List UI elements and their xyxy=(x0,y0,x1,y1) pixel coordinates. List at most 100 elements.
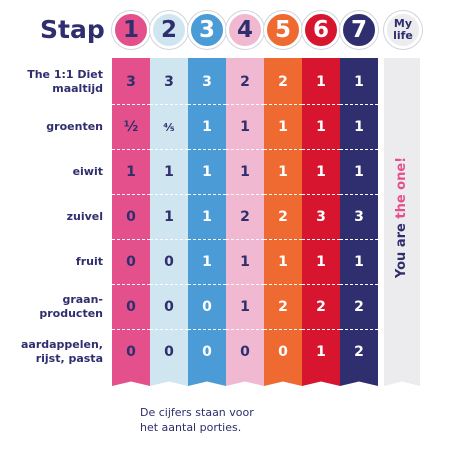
step-column-1 xyxy=(112,58,150,376)
table-cell: 0 xyxy=(202,299,212,315)
step-column-foot-6 xyxy=(302,376,340,386)
page-title: Stap xyxy=(40,15,105,44)
row-divider xyxy=(340,239,378,240)
row-label-line: graan- xyxy=(62,293,103,306)
row-divider xyxy=(264,329,302,330)
step-circle-2: 2 xyxy=(150,11,188,49)
table-cell: ½ xyxy=(123,119,139,135)
table-cell: 0 xyxy=(164,299,174,315)
table-cell: 1 xyxy=(316,119,326,135)
row-divider xyxy=(226,284,264,285)
table-cell: 1 xyxy=(240,164,250,180)
table-cell: 3 xyxy=(202,74,212,90)
row-divider xyxy=(112,149,150,150)
step-column-4 xyxy=(226,58,264,376)
step-column-foot-2 xyxy=(150,376,188,386)
vertical-text-highlight: the one! xyxy=(394,156,410,219)
step-circle-my-life: My life xyxy=(384,11,422,49)
row-divider xyxy=(264,149,302,150)
row-label-line: zuivel xyxy=(66,210,103,223)
step-column-2 xyxy=(150,58,188,376)
row-label-5: graan-producten xyxy=(0,293,103,321)
row-divider xyxy=(150,104,188,105)
row-divider xyxy=(188,239,226,240)
table-cell: 2 xyxy=(354,344,364,360)
row-divider xyxy=(302,104,340,105)
table-cell: 1 xyxy=(278,164,288,180)
table-cell: 1 xyxy=(316,164,326,180)
row-divider xyxy=(340,329,378,330)
table-cell: 2 xyxy=(278,74,288,90)
table-cell: 1 xyxy=(202,119,212,135)
row-divider xyxy=(264,239,302,240)
row-divider xyxy=(150,149,188,150)
row-divider xyxy=(188,149,226,150)
row-label-1: groenten xyxy=(0,120,103,134)
table-cell: 0 xyxy=(126,209,136,225)
row-label-4: fruit xyxy=(0,255,103,269)
table-cell: 3 xyxy=(164,74,174,90)
row-label-line: The 1:1 Diet xyxy=(27,68,103,81)
footnote: De cijfers staan voor het aantal porties… xyxy=(140,405,340,435)
table-cell: 0 xyxy=(164,254,174,270)
table-cell: 2 xyxy=(240,74,250,90)
my-life-line-1: My xyxy=(393,17,413,30)
row-label-2: eiwit xyxy=(0,165,103,179)
row-label-line: aardappelen, xyxy=(20,338,103,351)
table-cell: ⁴⁄₅ xyxy=(163,120,175,134)
my-life-column xyxy=(384,58,420,376)
row-divider xyxy=(150,284,188,285)
row-divider xyxy=(112,284,150,285)
row-label-line: eiwit xyxy=(72,165,103,178)
step-circle-6: 6 xyxy=(302,11,340,49)
row-divider xyxy=(112,104,150,105)
table-cell: 0 xyxy=(126,344,136,360)
step-column-6 xyxy=(302,58,340,376)
row-divider xyxy=(226,104,264,105)
table-cell: 3 xyxy=(316,209,326,225)
table-cell: 2 xyxy=(278,299,288,315)
table-cell: 1 xyxy=(316,74,326,90)
step-circle-5: 5 xyxy=(264,11,302,49)
row-divider xyxy=(188,329,226,330)
step-column-foot-7 xyxy=(340,376,378,386)
row-label-0: The 1:1 Diet maaltijd xyxy=(0,68,103,96)
table-cell: 2 xyxy=(354,299,364,315)
table-cell: 0 xyxy=(164,344,174,360)
row-label-line: rijst, pasta xyxy=(35,352,103,365)
row-divider xyxy=(112,194,150,195)
row-divider xyxy=(264,284,302,285)
table-cell: 1 xyxy=(202,254,212,270)
row-divider xyxy=(302,284,340,285)
row-divider xyxy=(226,194,264,195)
table-cell: 0 xyxy=(126,299,136,315)
table-cell: 1 xyxy=(354,119,364,135)
row-label-3: zuivel xyxy=(0,210,103,224)
row-divider xyxy=(264,194,302,195)
step-column-foot-3 xyxy=(188,376,226,386)
table-cell: 2 xyxy=(316,299,326,315)
table-cell: 1 xyxy=(354,164,364,180)
table-cell: 1 xyxy=(354,254,364,270)
step-column-5 xyxy=(264,58,302,376)
table-cell: 1 xyxy=(202,209,212,225)
my-life-column-text: You are the one! xyxy=(384,58,420,376)
step-circle-1: 1 xyxy=(112,11,150,49)
vertical-text-part1: You are xyxy=(394,218,410,278)
row-divider xyxy=(340,104,378,105)
step-circle-3: 3 xyxy=(188,11,226,49)
step-circle-7: 7 xyxy=(340,11,378,49)
footnote-line-1: De cijfers staan voor xyxy=(140,406,254,419)
row-divider xyxy=(150,329,188,330)
table-cell: 1 xyxy=(278,119,288,135)
row-divider xyxy=(188,284,226,285)
row-divider xyxy=(112,329,150,330)
table-cell: 3 xyxy=(126,74,136,90)
step-column-foot-4 xyxy=(226,376,264,386)
table-cell: 0 xyxy=(240,344,250,360)
row-divider xyxy=(302,329,340,330)
table-cell: 1 xyxy=(164,164,174,180)
table-cell: 1 xyxy=(316,254,326,270)
row-divider xyxy=(302,239,340,240)
